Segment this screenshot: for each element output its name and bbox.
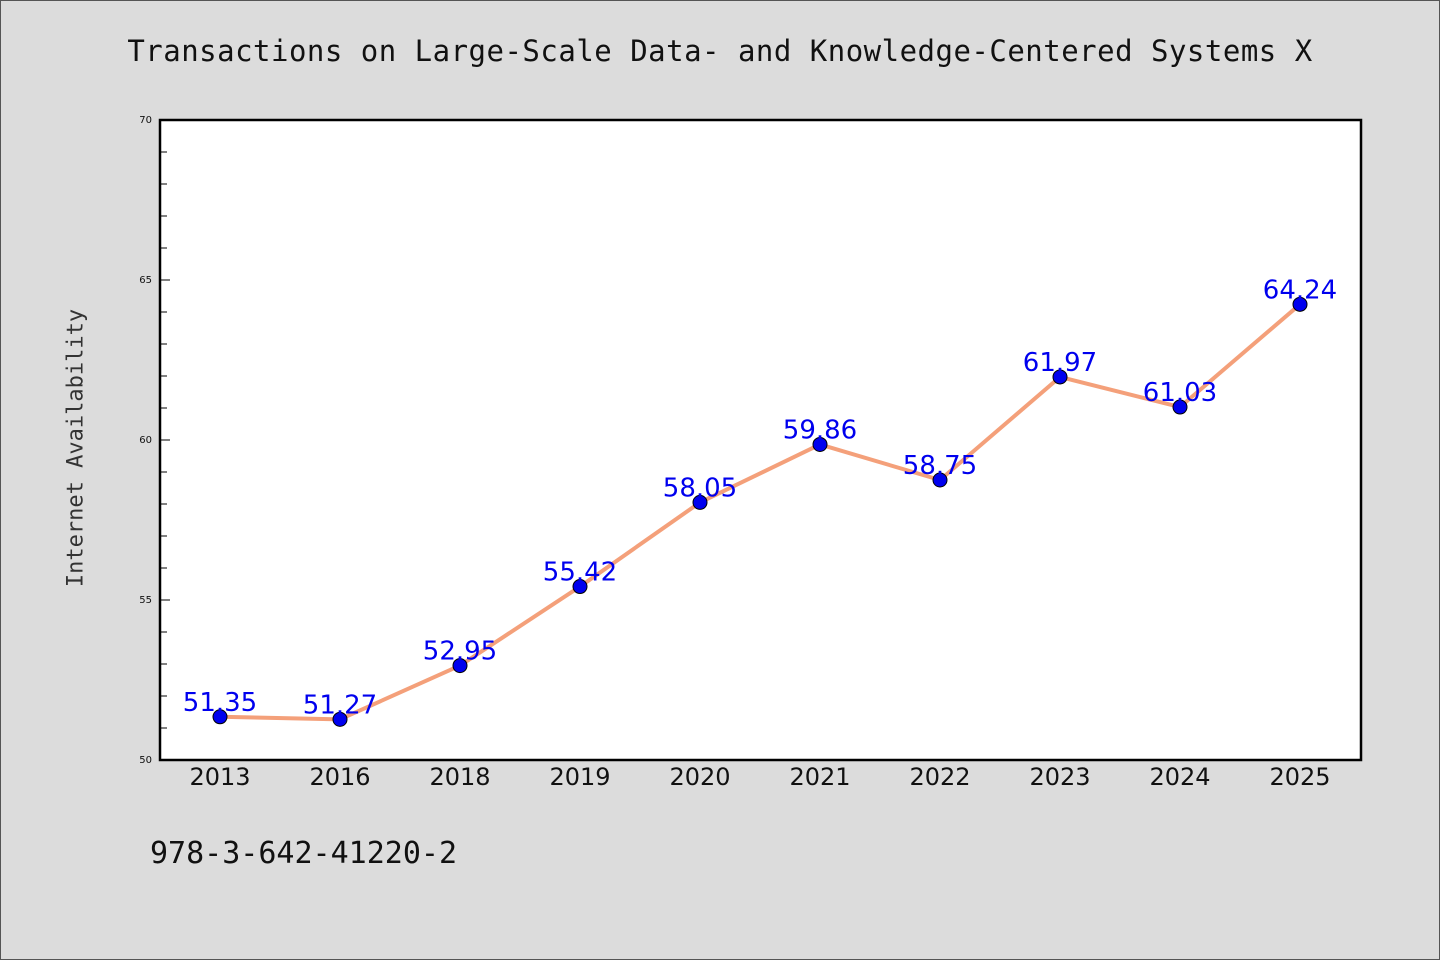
data-point bbox=[812, 436, 828, 452]
x-tick-label: 2025 bbox=[1269, 763, 1330, 791]
series-line bbox=[219, 302, 1302, 722]
data-point bbox=[572, 579, 588, 595]
data-label: 59.86 bbox=[783, 415, 857, 445]
series-group: 51.35 51.27 52.95 55.42 58.05 59.86 58.75 61.97… bbox=[183, 275, 1337, 727]
plot-area bbox=[160, 120, 1361, 760]
data-label: 61.03 bbox=[1143, 378, 1217, 408]
chart-title: Transactions on Large-Scale Data- and Kn… bbox=[127, 34, 1313, 68]
data-label: 61.97 bbox=[1023, 348, 1097, 378]
x-axis: 2013 2016 2018 2019 2020 2021 2022 2023 2024 2025 bbox=[189, 763, 1330, 791]
data-point bbox=[1172, 399, 1188, 415]
x-tick-label: 2016 bbox=[309, 763, 370, 791]
data-label: 51.35 bbox=[183, 688, 257, 718]
x-tick-label: 2024 bbox=[1149, 763, 1210, 791]
x-tick-label: 2019 bbox=[549, 763, 610, 791]
y-tick-label: 70 bbox=[139, 115, 152, 126]
x-tick-label: 2022 bbox=[909, 763, 970, 791]
data-label: 52.95 bbox=[423, 637, 497, 667]
x-tick-label: 2021 bbox=[789, 763, 850, 791]
data-label: 64.24 bbox=[1263, 275, 1337, 305]
data-label: 55.42 bbox=[543, 558, 617, 588]
y-tick-label: 60 bbox=[139, 435, 152, 446]
isbn-label: 978-3-642-41220-2 bbox=[150, 836, 458, 871]
y-tick-label: 65 bbox=[139, 275, 152, 286]
x-tick-label: 2013 bbox=[189, 763, 250, 791]
x-tick-label: 2018 bbox=[429, 763, 490, 791]
data-point bbox=[212, 709, 228, 725]
data-point bbox=[1052, 369, 1068, 385]
y-tick-label: 55 bbox=[139, 595, 152, 606]
data-point bbox=[452, 658, 468, 674]
data-point bbox=[1292, 296, 1308, 312]
y-axis: 50 55 60 65 70 bbox=[139, 115, 170, 766]
data-label: 58.75 bbox=[903, 451, 977, 481]
data-point bbox=[332, 711, 348, 727]
x-tick-label: 2020 bbox=[669, 763, 730, 791]
data-label: 51.27 bbox=[303, 690, 377, 720]
x-tick-label: 2023 bbox=[1029, 763, 1090, 791]
plot-border bbox=[158, 118, 1363, 762]
y-tick-label: 50 bbox=[139, 755, 152, 766]
data-label: 58.05 bbox=[663, 473, 737, 503]
data-point bbox=[692, 494, 708, 510]
data-point bbox=[932, 472, 948, 488]
